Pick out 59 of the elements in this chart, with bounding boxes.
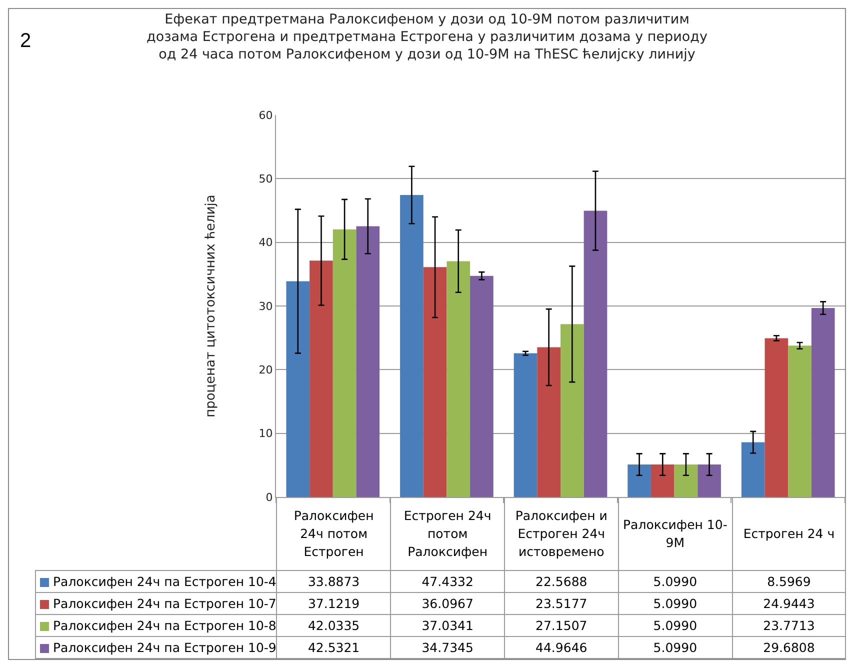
x-tick-label: Ралоксифен и Естроген 24ч истовремено [504, 498, 618, 570]
data-label: 22.5688 [504, 570, 618, 592]
bar [674, 464, 698, 497]
data-label: 24.9443 [732, 592, 846, 614]
text: 2 [20, 30, 32, 53]
bar [584, 210, 608, 497]
bar [560, 324, 584, 497]
chart-title: Ефекат предтретмана Ралоксифеном у дози од 10-9М потом различитим дозама Естрогена и предтретмана Естрогена у различитим дозама у периоду од 24 часа потом Ралоксифеном у дози од 10-9М на ThESC ћелијску линију [146, 11, 708, 63]
y-tick-label: 60 [258, 108, 273, 122]
data-label: 5.0990 [618, 636, 732, 658]
data-label: 29.6808 [732, 636, 846, 658]
data-label: 42.0335 [276, 614, 391, 636]
data-label: 37.1219 [276, 592, 391, 614]
data-label: 5.0990 [618, 614, 732, 636]
y-tick-label: 40 [258, 236, 273, 250]
bar [470, 276, 494, 497]
bar [423, 267, 447, 497]
y-tick-label: 0 [266, 490, 273, 504]
data-label: 47.4332 [390, 570, 504, 592]
data-label: 36.0967 [390, 592, 504, 614]
data-label: 8.5969 [732, 570, 846, 592]
data-label: 44.9646 [504, 636, 618, 658]
legend-label: Ралоксифен 24ч па Естроген 10-7 [36, 592, 277, 614]
bar [286, 281, 310, 497]
bar [446, 261, 470, 497]
data-label: 23.5177 [504, 592, 618, 614]
bar [332, 229, 356, 497]
bar [537, 347, 560, 497]
data-label: 33.8873 [276, 570, 391, 592]
bar [698, 464, 721, 497]
y-tick-label: 50 [258, 172, 273, 186]
legend-label: Ралоксифен 24ч па Естроген 10-8 [36, 614, 277, 636]
x-tick-label: Ралоксифен 10- 9М [618, 498, 732, 570]
y-axis-title: проценат цитотоксичних ћелија [204, 194, 219, 418]
data-label: 42.5321 [276, 636, 391, 658]
bar [400, 195, 424, 497]
x-tick-label: Ралоксифен 24ч потом Естроген [276, 498, 391, 570]
data-label: 5.0990 [618, 570, 732, 592]
bar [788, 346, 812, 497]
bar [741, 442, 765, 497]
data-label: 5.0990 [618, 592, 732, 614]
data-label: 27.1507 [504, 614, 618, 636]
bar [650, 464, 674, 497]
bar [764, 338, 788, 497]
legend-label: Ралоксифен 24ч па Естроген 10-4 [36, 570, 277, 592]
data-label: 34.7345 [390, 636, 504, 658]
x-tick-label: Естроген 24ч потом Ралоксифен [390, 498, 504, 570]
bar [310, 260, 333, 497]
data-label: 37.0341 [390, 614, 504, 636]
data-label: 23.7713 [732, 614, 846, 636]
y-tick-label: 20 [258, 364, 273, 377]
y-tick-label: 30 [258, 300, 273, 313]
x-tick-label: Естроген 24 ч [732, 498, 846, 570]
legend-label: Ралоксифен 24ч па Естроген 10-9 [36, 636, 277, 658]
bar [811, 308, 835, 497]
bar [514, 353, 538, 497]
bar [356, 226, 380, 497]
y-tick-label: 10 [258, 427, 273, 440]
bar [628, 464, 651, 497]
